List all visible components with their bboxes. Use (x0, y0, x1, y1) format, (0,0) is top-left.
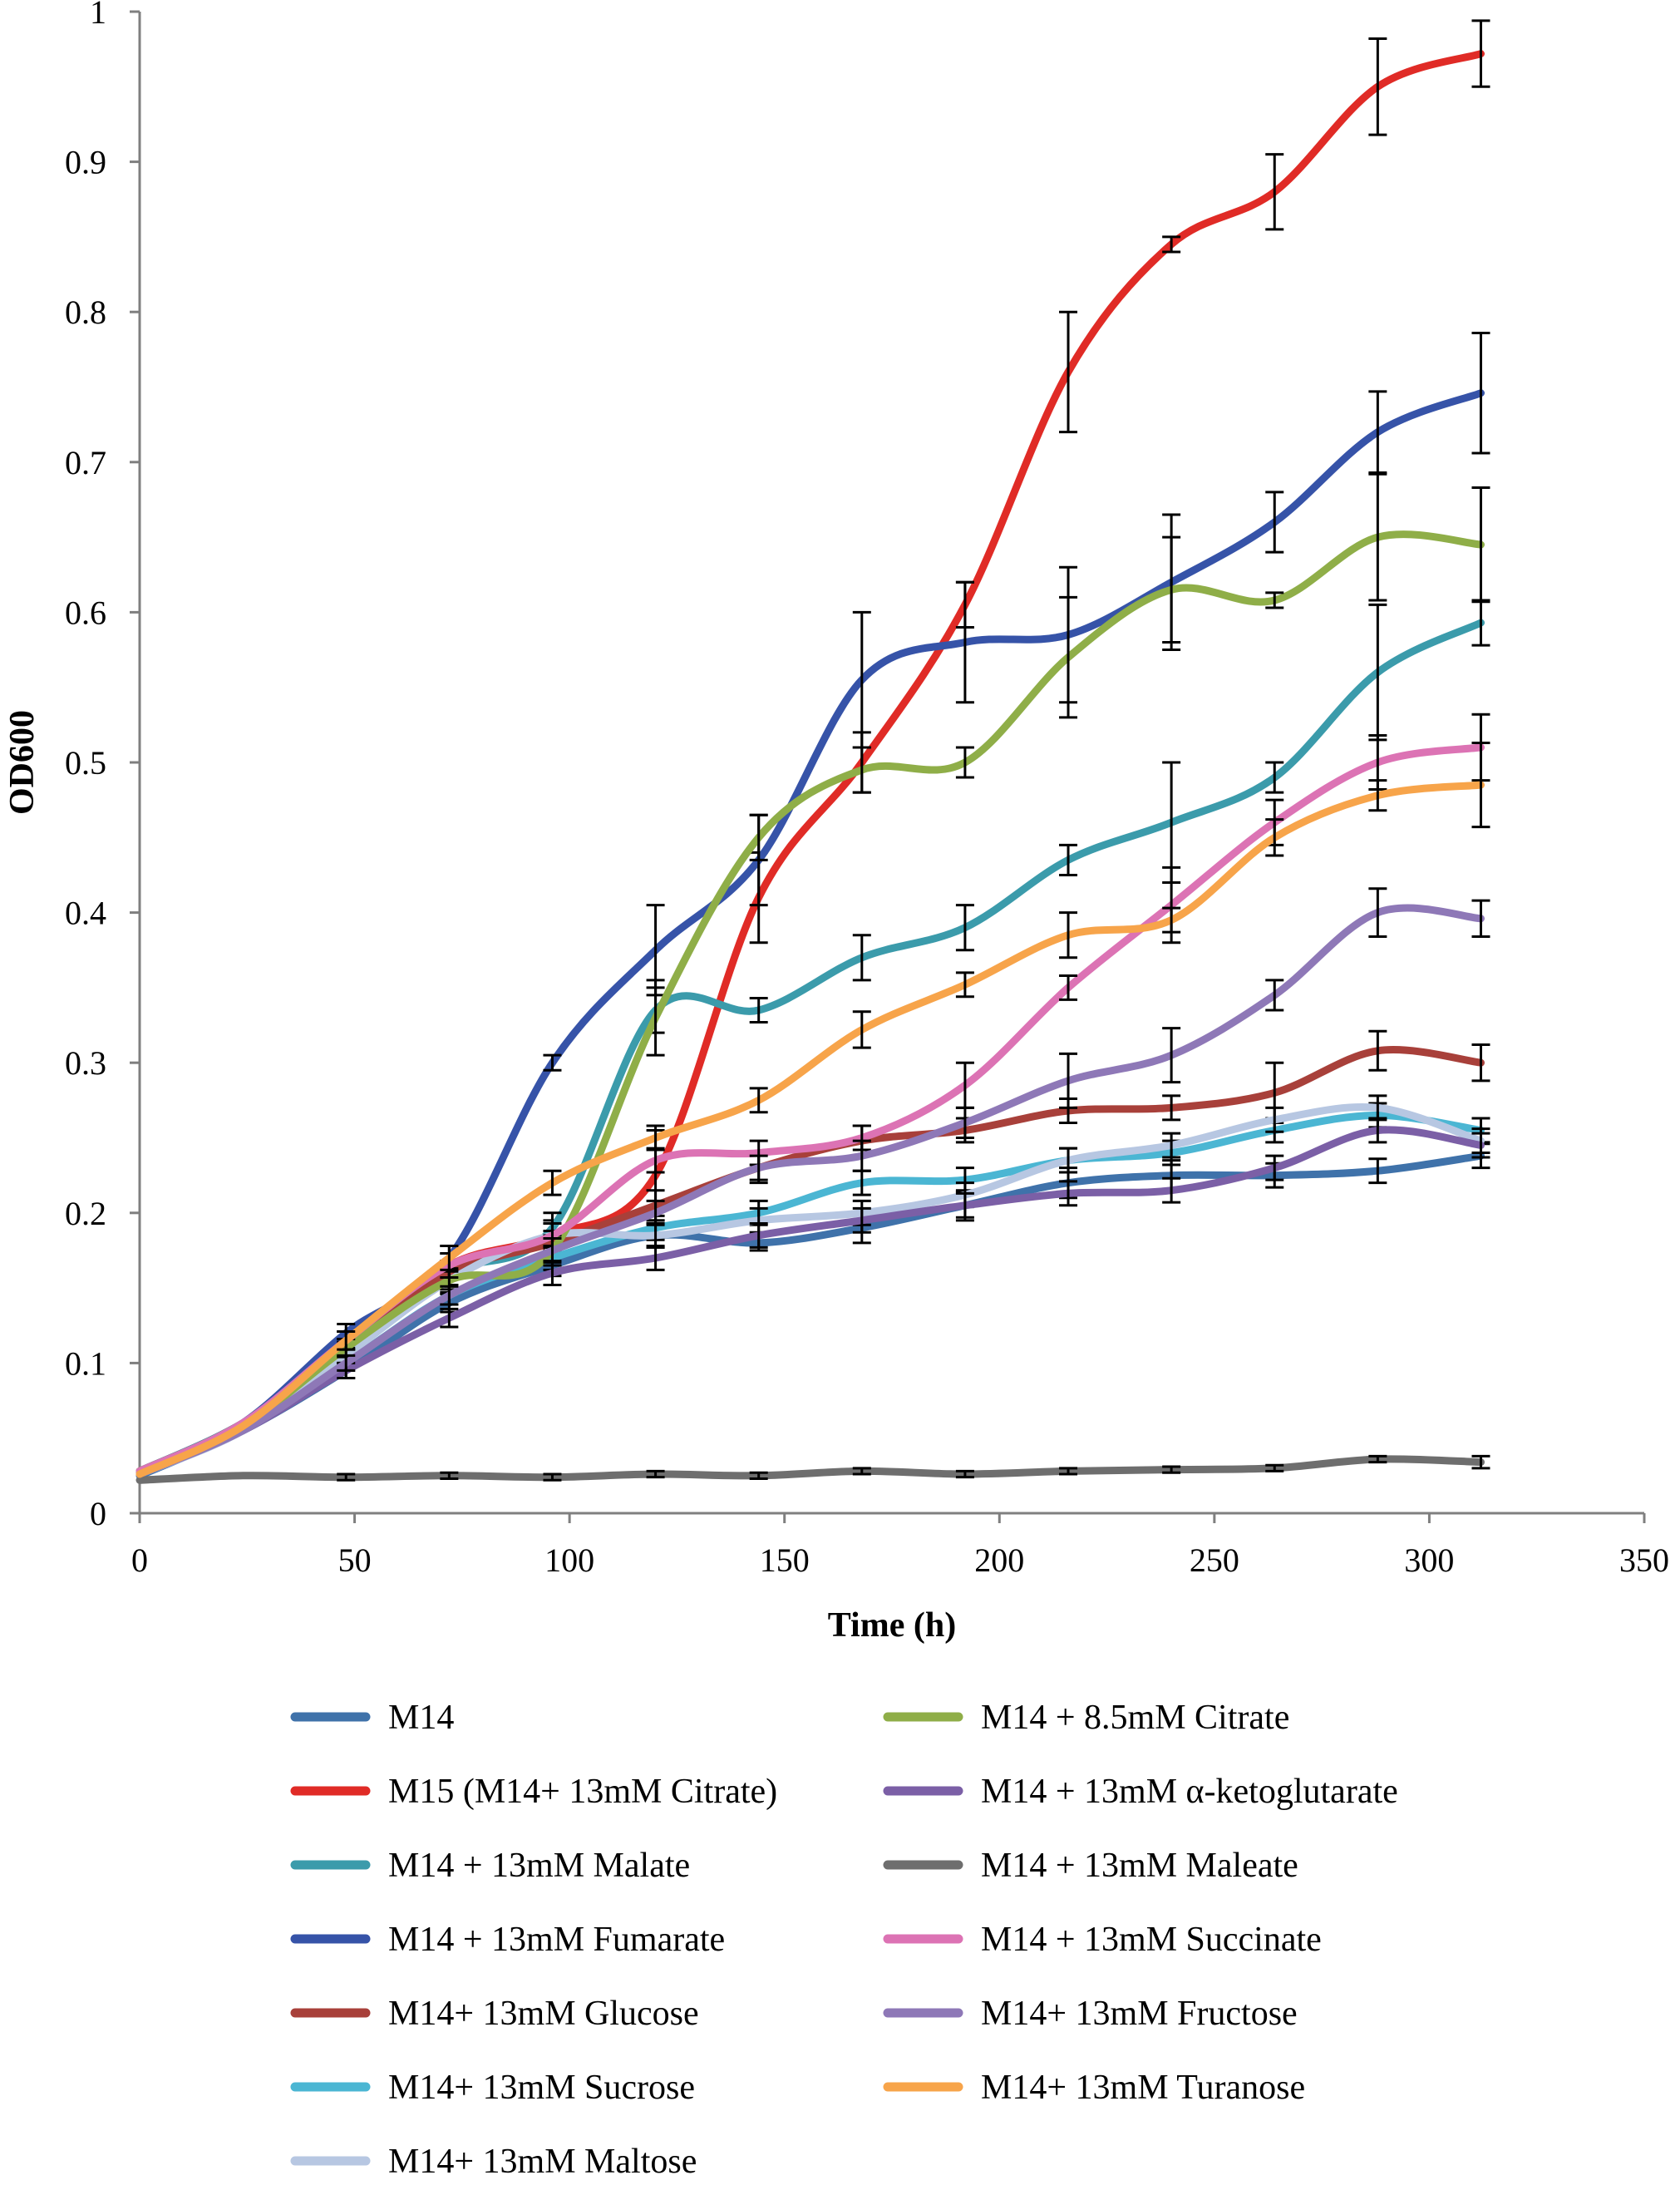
x-axis-title: Time (h) (828, 1606, 956, 1645)
series-line (135, 389, 1485, 1475)
legend-label: M14 + 13mM Fumarate (388, 1921, 725, 1959)
legend-item: M14 + 13mM Succinate (883, 1921, 1322, 1959)
series-line (135, 1126, 1485, 1478)
series-line (135, 1152, 1485, 1480)
error-bars (337, 742, 1490, 1351)
y-tick-label: 0.7 (65, 444, 106, 481)
series-1 (135, 19, 1490, 1475)
legend-item: M14+ 13mM Maltose (290, 2143, 697, 2181)
x-tick-label: 300 (1404, 1541, 1454, 1579)
series-4 (135, 1029, 1490, 1475)
legend-label: M14+ 13mM Sucrose (388, 2069, 695, 2107)
x-tick-label: 250 (1190, 1541, 1239, 1579)
legend-label: M14 + 13mM α-ketoglutarate (981, 1773, 1398, 1811)
x-tick-label: 0 (131, 1541, 148, 1579)
legend-label: M15 (M14+ 13mM Citrate) (388, 1773, 777, 1811)
series-line (135, 904, 1485, 1478)
x-tick-label: 50 (338, 1541, 372, 1579)
legend-label: M14 + 13mM Maleate (981, 1847, 1298, 1885)
series-11 (135, 887, 1490, 1478)
error-bars (337, 1029, 1490, 1359)
y-tick-label: 0.5 (65, 744, 106, 782)
legend-label: M14+ 13mM Glucose (388, 1995, 699, 2033)
legend-label: M14 + 13mM Succinate (981, 1921, 1322, 1959)
legend-item: M14 + 13mM Maleate (883, 1847, 1298, 1885)
y-tick-label: 0.9 (65, 144, 106, 181)
y-tick-label: 0.2 (65, 1195, 106, 1232)
series-3 (135, 331, 1490, 1475)
error-bars (337, 599, 1490, 1359)
legend-item: M14 (290, 1699, 454, 1737)
series-12 (135, 742, 1490, 1478)
legend-label: M14+ 13mM Maltose (388, 2143, 697, 2181)
error-bars (337, 887, 1490, 1372)
x-tick-label: 150 (760, 1541, 810, 1579)
y-tick-label: 0.6 (65, 594, 106, 631)
y-axis: 0 0.1 0.2 0.3 0.4 0.5 0.6 0.7 0.8 0.9 1 OD600 (3, 0, 141, 1532)
x-tick-label: 100 (544, 1541, 594, 1579)
plot-series (135, 19, 1490, 1484)
y-tick-label: 0.8 (65, 293, 106, 331)
series-7 (135, 472, 1490, 1475)
y-tick-label: 0.1 (65, 1344, 106, 1382)
legend-label: M14 + 13mM Malate (388, 1847, 690, 1885)
series-9 (135, 1454, 1490, 1484)
legend-item: M14 + 13mM Malate (290, 1847, 690, 1885)
error-bars (337, 472, 1490, 1359)
legend-label: M14 (388, 1699, 454, 1737)
x-axis: 0 50 100 150 200 250 300 350 Time (h) (131, 1512, 1669, 1645)
legend-item: M14 + 8.5mM Citrate (883, 1699, 1289, 1737)
series-line (135, 1046, 1485, 1475)
legend-label: M14+ 13mM Fructose (981, 1995, 1298, 2033)
error-bars (337, 1117, 1490, 1379)
y-tick-label: 0.3 (65, 1044, 106, 1082)
error-bars (337, 1454, 1490, 1482)
legend-item: M14 + 13mM α-ketoglutarate (883, 1773, 1398, 1811)
legend-label: M14+ 13mM Turanose (981, 2069, 1305, 2107)
series-8 (135, 1117, 1490, 1478)
legend-item: M14 + 13mM Fumarate (290, 1921, 725, 1959)
series-line (135, 781, 1485, 1478)
y-axis-title: OD600 (3, 710, 42, 815)
y-tick-label: 0.4 (65, 895, 106, 932)
legend-item: M14+ 13mM Turanose (883, 2069, 1305, 2107)
legend-item: M14+ 13mM Sucrose (290, 2069, 695, 2107)
series-line (135, 1455, 1485, 1484)
legend-item: M14+ 13mM Glucose (290, 1995, 699, 2033)
legend-label: M14 + 8.5mM Citrate (981, 1699, 1289, 1737)
x-ticks: 0 50 100 150 200 250 300 350 (131, 1513, 1669, 1579)
legend-item: M15 (M14+ 13mM Citrate) (290, 1773, 777, 1811)
legend: M14 M14 + 8.5mM Citrate M15 (M14+ 13mM Cit… (290, 1699, 1398, 2181)
series-line (135, 1102, 1485, 1478)
x-tick-label: 200 (974, 1541, 1024, 1579)
y-tick-label: 1 (90, 0, 106, 31)
legend-item: M14+ 13mM Fructose (883, 1995, 1298, 2033)
y-ticks: 0 0.1 0.2 0.3 0.4 0.5 0.6 0.7 0.8 0.9 1 (65, 0, 140, 1532)
x-tick-label: 350 (1619, 1541, 1669, 1579)
series-line (135, 530, 1485, 1475)
y-tick-label: 0 (90, 1495, 106, 1532)
